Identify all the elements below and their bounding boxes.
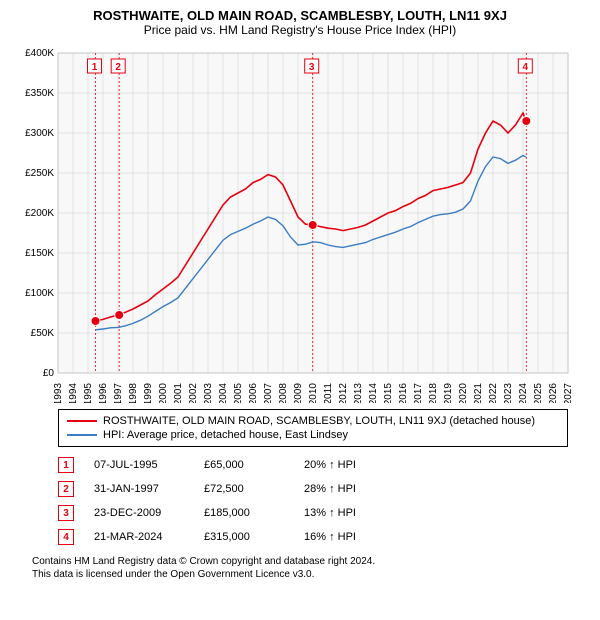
svg-text:2007: 2007 — [263, 383, 274, 403]
legend-swatch — [67, 434, 97, 436]
legend-item-0: ROSTHWAITE, OLD MAIN ROAD, SCAMBLESBY, L… — [67, 414, 559, 428]
legend-label: HPI: Average price, detached house, East… — [103, 429, 348, 441]
legend-label: ROSTHWAITE, OLD MAIN ROAD, SCAMBLESBY, L… — [103, 415, 535, 427]
svg-text:2022: 2022 — [488, 383, 499, 403]
svg-text:1995: 1995 — [83, 383, 94, 403]
price-cell: £315,000 — [204, 531, 284, 543]
chart-title: ROSTHWAITE, OLD MAIN ROAD, SCAMBLESBY, L… — [12, 8, 588, 23]
marker-dot-4 — [522, 117, 531, 126]
svg-text:2006: 2006 — [248, 383, 259, 403]
marker-dot-1 — [91, 317, 100, 326]
svg-text:2017: 2017 — [413, 383, 424, 403]
svg-text:2016: 2016 — [398, 383, 409, 403]
svg-text:£300K: £300K — [25, 128, 54, 139]
svg-text:2014: 2014 — [368, 383, 379, 403]
svg-text:1996: 1996 — [98, 383, 109, 403]
svg-text:£100K: £100K — [25, 288, 54, 299]
data-table: 1 07-JUL-1995 £65,000 20% ↑ HPI 2 31-JAN-1997… — [58, 453, 568, 549]
price-cell: £65,000 — [204, 459, 284, 471]
chart-subtitle: Price paid vs. HM Land Registry's House … — [12, 23, 588, 37]
data-row-1: 1 07-JUL-1995 £65,000 20% ↑ HPI — [58, 453, 568, 477]
data-row-2: 2 31-JAN-1997 £72,500 28% ↑ HPI — [58, 477, 568, 501]
date-cell: 23-DEC-2009 — [94, 507, 184, 519]
svg-text:2008: 2008 — [278, 383, 289, 403]
svg-text:2025: 2025 — [533, 383, 544, 403]
pct-cell: 28% ↑ HPI — [304, 483, 404, 495]
svg-text:1993: 1993 — [53, 383, 64, 403]
svg-text:£50K: £50K — [31, 328, 55, 339]
data-row-4: 4 21-MAR-2024 £315,000 16% ↑ HPI — [58, 525, 568, 549]
legend: ROSTHWAITE, OLD MAIN ROAD, SCAMBLESBY, L… — [58, 409, 568, 447]
svg-text:2021: 2021 — [473, 383, 484, 403]
date-cell: 31-JAN-1997 — [94, 483, 184, 495]
svg-text:2: 2 — [115, 62, 121, 73]
svg-text:£400K: £400K — [25, 48, 54, 59]
svg-text:2011: 2011 — [323, 383, 334, 403]
svg-text:1: 1 — [92, 62, 98, 73]
legend-swatch — [67, 420, 97, 422]
svg-text:2012: 2012 — [338, 383, 349, 403]
svg-text:2024: 2024 — [518, 383, 529, 403]
svg-text:£150K: £150K — [25, 248, 54, 259]
svg-text:2023: 2023 — [503, 383, 514, 403]
svg-text:£200K: £200K — [25, 208, 54, 219]
marker-num: 1 — [58, 457, 74, 473]
svg-text:2002: 2002 — [188, 383, 199, 403]
svg-text:2009: 2009 — [293, 383, 304, 403]
svg-text:2013: 2013 — [353, 383, 364, 403]
legend-item-1: HPI: Average price, detached house, East… — [67, 428, 559, 442]
svg-text:2018: 2018 — [428, 383, 439, 403]
svg-text:2015: 2015 — [383, 383, 394, 403]
price-cell: £185,000 — [204, 507, 284, 519]
marker-dot-3 — [308, 221, 317, 230]
price-cell: £72,500 — [204, 483, 284, 495]
svg-text:2010: 2010 — [308, 383, 319, 403]
date-cell: 07-JUL-1995 — [94, 459, 184, 471]
svg-text:2005: 2005 — [233, 383, 244, 403]
chart-svg: £0 £50K £100K £150K £200K £250K £300K £350K £400… — [12, 43, 588, 403]
svg-text:1998: 1998 — [128, 383, 139, 403]
svg-text:1997: 1997 — [113, 383, 124, 403]
marker-num: 2 — [58, 481, 74, 497]
data-row-3: 3 23-DEC-2009 £185,000 13% ↑ HPI — [58, 501, 568, 525]
svg-text:3: 3 — [309, 62, 315, 73]
svg-text:2019: 2019 — [443, 383, 454, 403]
pct-cell: 13% ↑ HPI — [304, 507, 404, 519]
svg-text:£350K: £350K — [25, 88, 54, 99]
chart-plot-area: £0 £50K £100K £150K £200K £250K £300K £350K £400… — [12, 43, 588, 403]
svg-text:£250K: £250K — [25, 168, 54, 179]
footer-line-2: This data is licensed under the Open Gov… — [32, 568, 568, 581]
marker-num: 4 — [58, 529, 74, 545]
svg-text:1994: 1994 — [68, 383, 79, 403]
svg-text:£0: £0 — [43, 368, 55, 379]
pct-cell: 16% ↑ HPI — [304, 531, 404, 543]
svg-text:2000: 2000 — [158, 383, 169, 403]
svg-text:2027: 2027 — [563, 383, 574, 403]
marker-num: 3 — [58, 505, 74, 521]
svg-text:2026: 2026 — [548, 383, 559, 403]
marker-dot-2 — [115, 311, 124, 320]
svg-text:1999: 1999 — [143, 383, 154, 403]
footer-attribution: Contains HM Land Registry data © Crown c… — [32, 555, 568, 581]
svg-text:2003: 2003 — [203, 383, 214, 403]
footer-line-1: Contains HM Land Registry data © Crown c… — [32, 555, 568, 568]
svg-text:4: 4 — [523, 62, 529, 73]
svg-text:2004: 2004 — [218, 383, 229, 403]
svg-text:2001: 2001 — [173, 383, 184, 403]
pct-cell: 20% ↑ HPI — [304, 459, 404, 471]
date-cell: 21-MAR-2024 — [94, 531, 184, 543]
svg-text:2020: 2020 — [458, 383, 469, 403]
chart-container: ROSTHWAITE, OLD MAIN ROAD, SCAMBLESBY, L… — [0, 0, 600, 589]
